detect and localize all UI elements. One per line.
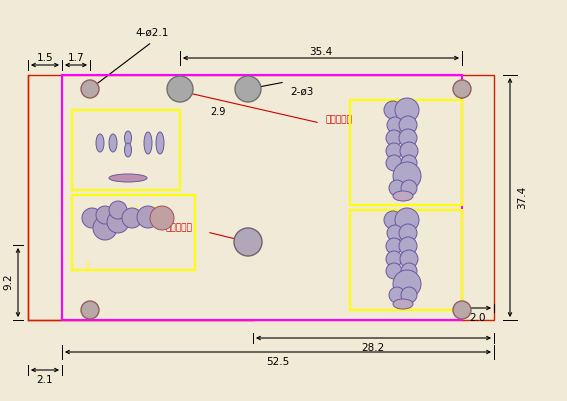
Circle shape [386, 130, 402, 146]
Circle shape [400, 142, 418, 160]
Ellipse shape [125, 131, 132, 145]
Circle shape [387, 225, 403, 241]
Circle shape [107, 211, 129, 233]
Circle shape [399, 237, 417, 255]
Ellipse shape [144, 132, 152, 154]
Bar [350, 210, 462, 310]
Circle shape [393, 270, 421, 298]
Circle shape [150, 206, 174, 230]
Text: 4-ø2.1: 4-ø2.1 [136, 28, 169, 38]
Text: 丝: 丝 [113, 205, 117, 212]
Circle shape [401, 263, 417, 279]
Circle shape [389, 180, 405, 196]
Text: 28.2: 28.2 [361, 343, 384, 353]
Circle shape [453, 301, 471, 319]
Circle shape [96, 206, 114, 224]
Circle shape [386, 238, 402, 254]
Circle shape [386, 251, 402, 267]
Circle shape [393, 162, 421, 190]
Circle shape [399, 224, 417, 242]
Circle shape [386, 155, 402, 171]
Text: 丝: 丝 [86, 260, 90, 267]
Ellipse shape [156, 132, 164, 154]
Text: 1.5: 1.5 [37, 53, 53, 63]
Circle shape [81, 80, 99, 98]
Text: 2.1: 2.1 [37, 375, 53, 385]
Circle shape [401, 287, 417, 303]
Circle shape [387, 117, 403, 133]
Text: R6丝: R6丝 [148, 205, 162, 212]
Ellipse shape [393, 299, 413, 309]
Bar [350, 100, 462, 205]
Circle shape [122, 208, 142, 228]
Bar [28, 75, 494, 320]
Text: 37.4: 37.4 [517, 185, 527, 209]
Text: 新增安装孔: 新增安装孔 [325, 115, 352, 124]
Circle shape [167, 76, 193, 102]
Text: 52.5: 52.5 [266, 357, 290, 367]
Ellipse shape [109, 134, 117, 152]
Ellipse shape [96, 134, 104, 152]
Bar [62, 75, 462, 320]
Text: 2-ø3: 2-ø3 [290, 87, 314, 97]
Text: 9.2: 9.2 [3, 274, 13, 290]
Circle shape [401, 180, 417, 196]
Text: 1.7: 1.7 [67, 53, 84, 63]
Circle shape [401, 155, 417, 171]
Circle shape [235, 76, 261, 102]
Circle shape [81, 301, 99, 319]
Circle shape [389, 287, 405, 303]
Circle shape [399, 116, 417, 134]
Text: 2.9: 2.9 [210, 107, 226, 117]
Text: L.1: L.1 [130, 205, 140, 211]
Circle shape [453, 80, 471, 98]
Text: 2.0: 2.0 [469, 313, 486, 323]
Circle shape [234, 228, 262, 256]
Circle shape [399, 129, 417, 147]
Circle shape [386, 143, 402, 159]
Circle shape [395, 208, 419, 232]
Circle shape [82, 208, 102, 228]
Circle shape [137, 206, 159, 228]
Text: 新增安装孔: 新增安装孔 [165, 223, 192, 233]
Circle shape [384, 211, 402, 229]
Circle shape [93, 216, 117, 240]
Text: 35.4: 35.4 [310, 47, 333, 57]
Ellipse shape [125, 143, 132, 157]
Circle shape [386, 263, 402, 279]
Bar [72, 110, 180, 190]
Circle shape [400, 250, 418, 268]
Circle shape [109, 201, 127, 219]
Circle shape [384, 101, 402, 119]
Bar [72, 195, 195, 270]
Circle shape [395, 98, 419, 122]
Ellipse shape [109, 174, 147, 182]
Ellipse shape [393, 191, 413, 201]
